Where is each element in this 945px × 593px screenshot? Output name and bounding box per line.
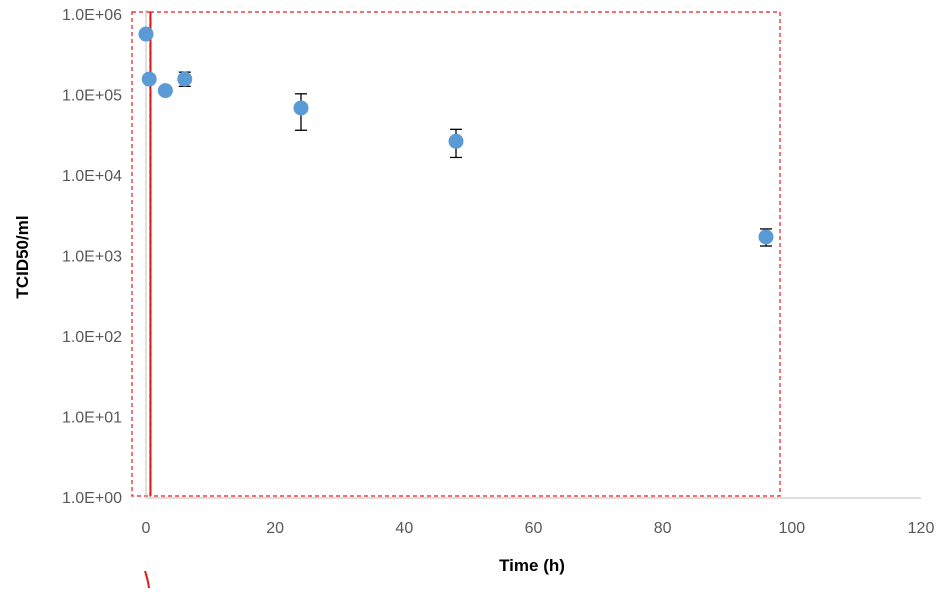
annotation-mark: [144, 570, 150, 589]
y-tick-label: 1.0E+05: [62, 88, 122, 105]
x-tick-label: 20: [266, 520, 284, 537]
error-bars: [178, 71, 772, 247]
annotation-layer: [131, 11, 781, 589]
data-markers: [138, 26, 774, 245]
data-point: [293, 100, 309, 116]
data-point: [448, 133, 464, 149]
x-tick-label: 40: [395, 520, 413, 537]
data-point: [138, 26, 154, 42]
y-tick-label: 1.0E+01: [62, 410, 122, 427]
y-tick-label: 1.0E+04: [62, 168, 122, 185]
data-point: [758, 229, 774, 245]
data-point: [157, 83, 173, 99]
x-tick-label: 100: [778, 520, 805, 537]
x-tick-label: 80: [654, 520, 672, 537]
x-tick-label: 0: [142, 520, 151, 537]
x-tick-label: 120: [908, 520, 935, 537]
axis-layer: [145, 10, 921, 499]
annotation-box-main: [149, 11, 781, 497]
x-axis-title: Time (h): [499, 556, 565, 575]
y-tick-label: 1.0E+02: [62, 329, 122, 346]
x-tick-label: 60: [525, 520, 543, 537]
y-axis-title: TCID50/ml: [13, 215, 32, 298]
y-tick-label: 1.0E+00: [62, 490, 122, 507]
y-tick-label: 1.0E+06: [62, 7, 122, 24]
tick-labels: 1.0E+00 1.0E+01 1.0E+02 1.0E+03 1.0E+04 1.0E+…: [62, 7, 935, 537]
data-point: [177, 71, 193, 87]
data-point: [141, 71, 157, 87]
y-tick-label: 1.0E+03: [62, 249, 122, 266]
